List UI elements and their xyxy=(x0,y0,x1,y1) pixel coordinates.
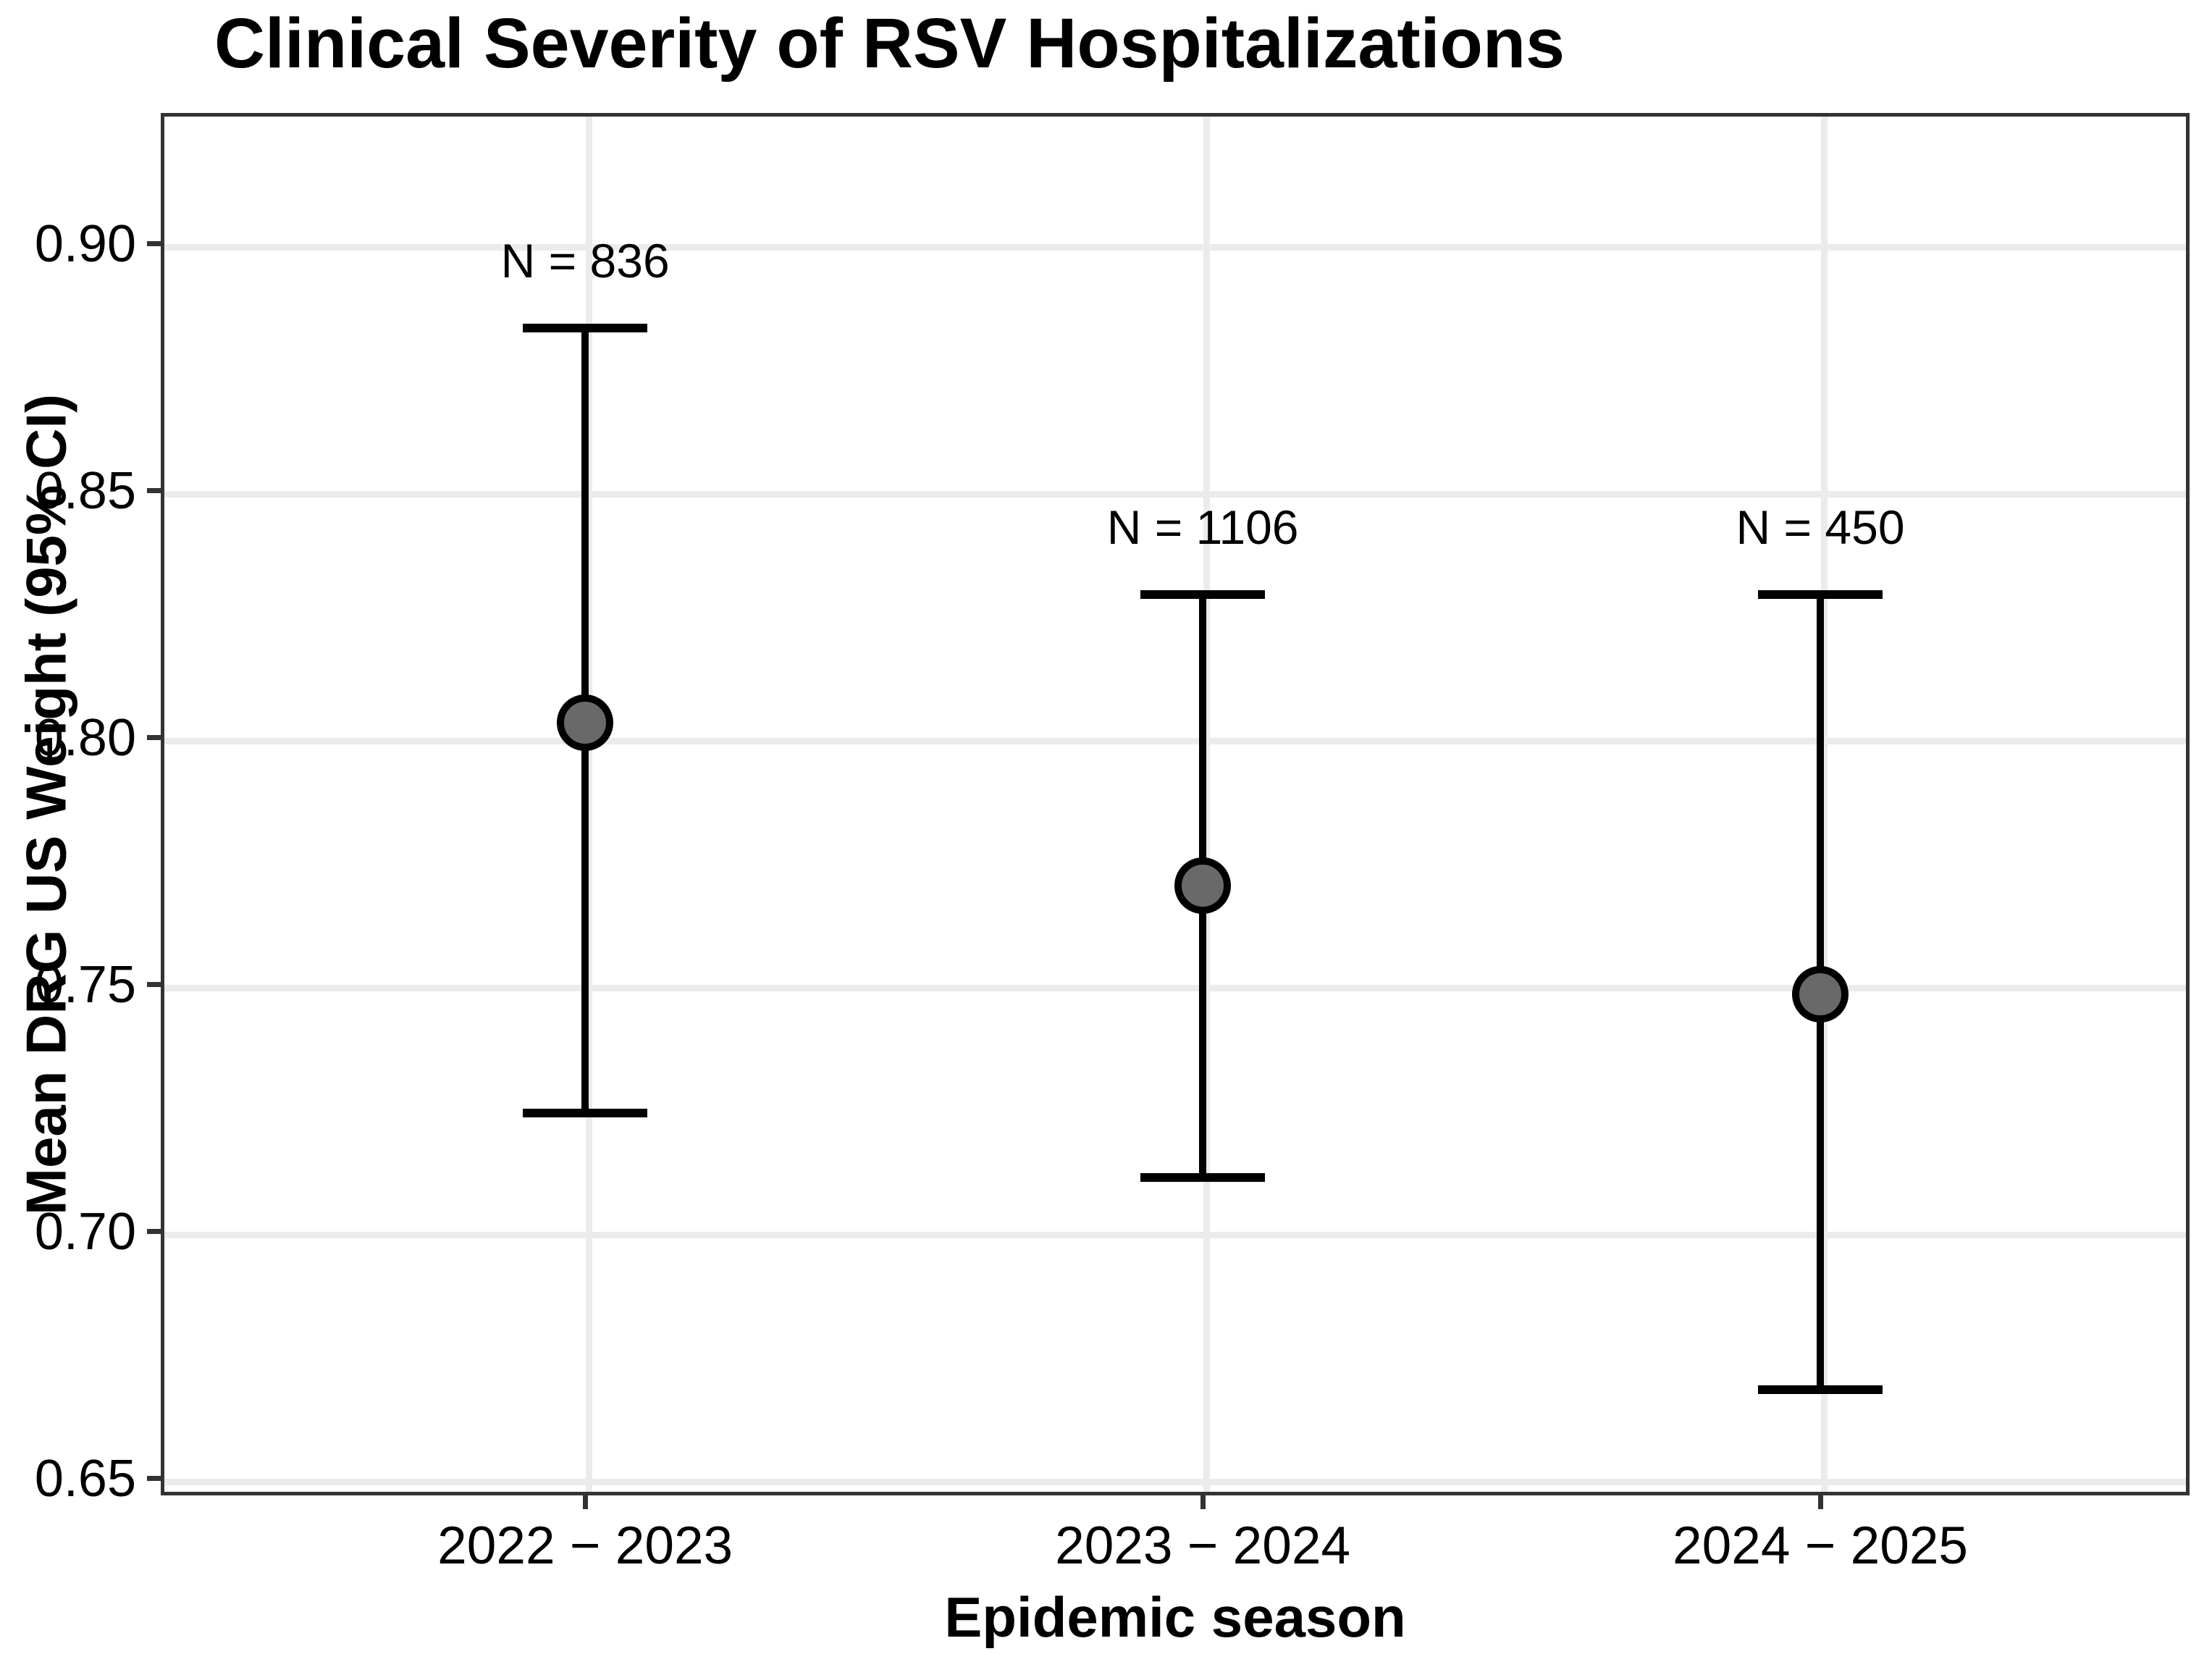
errorbar-cap-bottom xyxy=(1758,1385,1883,1395)
y-gridline xyxy=(164,1232,2186,1239)
y-axis-tick xyxy=(147,982,161,988)
y-tick-label: 0.75 xyxy=(34,955,136,1014)
x-tick-label: 2024 − 2025 xyxy=(1673,1516,1969,1575)
x-axis-title: Epidemic season xyxy=(944,1585,1406,1649)
plot-panel xyxy=(161,113,2190,1495)
y-tick-label: 0.80 xyxy=(34,708,136,767)
y-axis-tick xyxy=(147,1476,161,1482)
y-axis-tick xyxy=(147,488,161,494)
errorbar-cap-bottom xyxy=(523,1109,648,1118)
sample-size-label: N = 836 xyxy=(500,233,670,287)
y-gridline xyxy=(164,738,2186,745)
data-point xyxy=(1792,966,1849,1023)
errorbar-cap-top xyxy=(1140,589,1266,599)
y-axis-tick xyxy=(147,1229,161,1235)
chart-title: Clinical Severity of RSV Hospitalization… xyxy=(214,4,1565,83)
x-gridline xyxy=(585,117,592,1492)
x-tick-label: 2023 − 2024 xyxy=(1055,1516,1351,1575)
errorbar-cap-bottom xyxy=(1140,1172,1266,1182)
data-point xyxy=(557,694,614,752)
x-gridline xyxy=(1820,117,1828,1492)
x-axis-tick xyxy=(582,1495,588,1509)
y-tick-label: 0.85 xyxy=(34,461,136,520)
errorbar-cap-top xyxy=(523,323,648,332)
y-axis-tick xyxy=(147,735,161,741)
y-gridline xyxy=(164,244,2186,251)
y-tick-label: 0.90 xyxy=(34,214,136,273)
x-gridline xyxy=(1203,117,1210,1492)
y-tick-label: 0.70 xyxy=(34,1202,136,1261)
y-axis-tick xyxy=(147,241,161,247)
y-gridline xyxy=(164,985,2186,992)
x-axis-tick xyxy=(1817,1495,1823,1509)
y-tick-label: 0.65 xyxy=(34,1449,136,1508)
y-gridline xyxy=(164,491,2186,498)
x-axis-tick xyxy=(1200,1495,1206,1509)
sample-size-label: N = 450 xyxy=(1736,500,1905,554)
data-point xyxy=(1174,857,1232,915)
errorbar-cap-top xyxy=(1758,589,1883,599)
x-tick-label: 2022 − 2023 xyxy=(437,1516,733,1575)
y-gridline xyxy=(164,1479,2186,1486)
sample-size-label: N = 1106 xyxy=(1106,500,1299,554)
